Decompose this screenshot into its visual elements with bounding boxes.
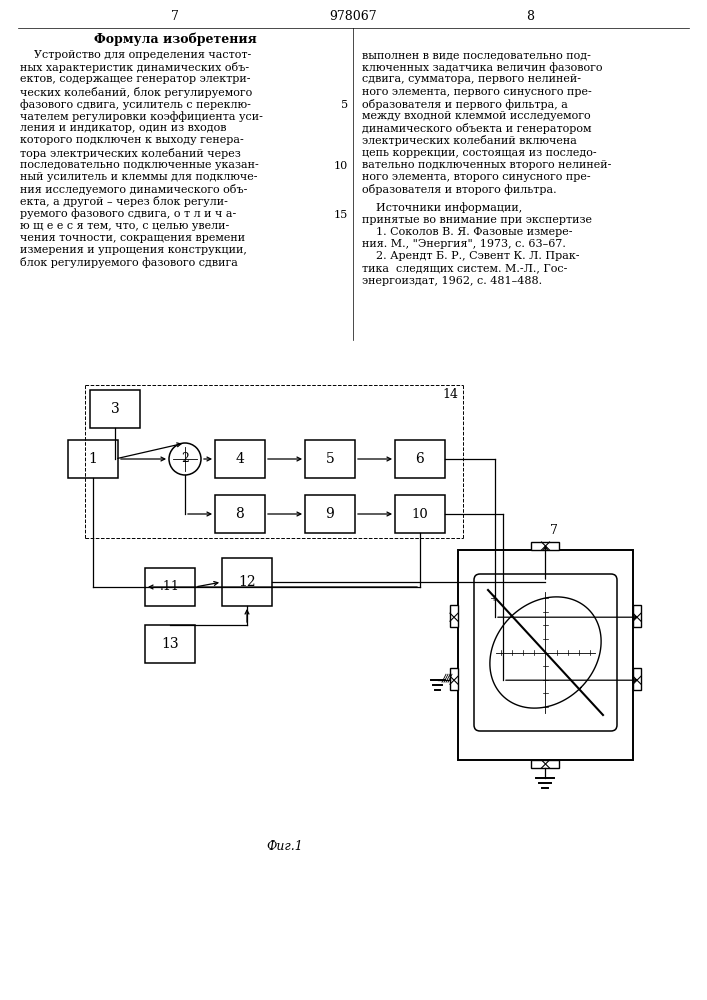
Circle shape <box>169 443 201 475</box>
Text: чения точности, сокращения времени: чения точности, сокращения времени <box>20 233 245 243</box>
Bar <box>215 440 265 478</box>
Text: +: + <box>490 594 498 603</box>
Text: 7: 7 <box>171 10 179 23</box>
Bar <box>395 495 445 533</box>
Text: тора электрических колебаний через: тора электрических колебаний через <box>20 148 241 159</box>
Text: 8: 8 <box>235 507 245 521</box>
Text: 978067: 978067 <box>329 10 377 23</box>
Text: тика  следящих систем. М.-Л., Гос-: тика следящих систем. М.-Л., Гос- <box>362 263 568 273</box>
Text: цепь коррекции, состоящая из последо-: цепь коррекции, состоящая из последо- <box>362 148 597 158</box>
Bar <box>215 495 265 533</box>
Text: 14: 14 <box>442 388 458 401</box>
Text: 10: 10 <box>334 161 348 171</box>
Text: фазового сдвига, усилитель с переклю-: фазового сдвига, усилитель с переклю- <box>20 99 251 110</box>
Bar <box>532 760 559 768</box>
Text: 2: 2 <box>181 452 189 466</box>
Text: ния исследуемого динамического объ-: ния исследуемого динамического объ- <box>20 184 247 195</box>
Text: блок регулируемого фазового сдвига: блок регулируемого фазового сдвига <box>20 257 238 268</box>
Text: образователя и второго фильтра.: образователя и второго фильтра. <box>362 184 556 195</box>
Text: ческих колебаний, блок регулируемого: ческих колебаний, блок регулируемого <box>20 87 252 98</box>
Text: динамического объекта и генератором: динамического объекта и генератором <box>362 123 592 134</box>
Bar <box>305 495 355 533</box>
Text: 10: 10 <box>411 508 428 520</box>
Text: вательно подключенных второго нелиней-: вательно подключенных второго нелиней- <box>362 160 612 170</box>
Text: 5: 5 <box>326 452 334 466</box>
Text: последовательно подключенные указан-: последовательно подключенные указан- <box>20 160 259 170</box>
Text: 6: 6 <box>416 452 424 466</box>
Text: 8: 8 <box>526 10 534 23</box>
Text: 13: 13 <box>161 637 179 651</box>
Text: ектов, содержащее генератор электри-: ектов, содержащее генератор электри- <box>20 74 250 84</box>
Bar <box>395 440 445 478</box>
Text: ления и индикатор, один из входов: ления и индикатор, один из входов <box>20 123 226 133</box>
Text: ный усилитель и клеммы для подключе-: ный усилитель и клеммы для подключе- <box>20 172 257 182</box>
Text: .11: .11 <box>160 580 180 593</box>
Text: чателем регулировки коэффициента уси-: чателем регулировки коэффициента уси- <box>20 111 263 122</box>
Bar <box>633 668 641 690</box>
Text: ных характеристик динамических объ-: ных характеристик динамических объ- <box>20 62 249 73</box>
Text: екта, а другой – через блок регули-: екта, а другой – через блок регули- <box>20 196 228 207</box>
Bar <box>222 558 272 606</box>
Text: Устройство для определения частот-: Устройство для определения частот- <box>20 50 251 60</box>
Text: Фиг.1: Фиг.1 <box>267 840 303 853</box>
Bar <box>145 568 195 606</box>
Text: сдвига, сумматора, первого нелиней-: сдвига, сумматора, первого нелиней- <box>362 74 581 84</box>
Bar <box>450 605 458 627</box>
Bar <box>68 440 118 478</box>
Text: 1: 1 <box>88 452 98 466</box>
Text: 2. Арендт Б. Р., Сэвент К. Л. Прак-: 2. Арендт Б. Р., Сэвент К. Л. Прак- <box>362 251 580 261</box>
Text: выполнен в виде последовательно под-: выполнен в виде последовательно под- <box>362 50 591 60</box>
Text: руемого фазового сдвига, о т л и ч а-: руемого фазового сдвига, о т л и ч а- <box>20 209 236 219</box>
Text: которого подключен к выходу генера-: которого подключен к выходу генера- <box>20 135 244 145</box>
Text: ного элемента, первого синусного пре-: ного элемента, первого синусного пре- <box>362 87 592 97</box>
Bar <box>145 625 195 663</box>
Bar <box>633 605 641 627</box>
Text: Формула изобретения: Формула изобретения <box>93 32 257 45</box>
Text: энергоиздат, 1962, с. 481–488.: энергоиздат, 1962, с. 481–488. <box>362 276 542 286</box>
Text: 1. Соколов В. Я. Фазовые измере-: 1. Соколов В. Я. Фазовые измере- <box>362 227 573 237</box>
Text: ю щ е е с я тем, что, с целью увели-: ю щ е е с я тем, что, с целью увели- <box>20 221 229 231</box>
Bar <box>305 440 355 478</box>
Bar <box>532 542 559 550</box>
Text: 12: 12 <box>238 575 256 589</box>
Text: принятые во внимание при экспертизе: принятые во внимание при экспертизе <box>362 215 592 225</box>
Text: электрических колебаний включена: электрических колебаний включена <box>362 135 577 146</box>
Text: ния. М., "Энергия", 1973, с. 63–67.: ния. М., "Энергия", 1973, с. 63–67. <box>362 239 566 249</box>
Text: измерения и упрощения конструкции,: измерения и упрощения конструкции, <box>20 245 247 255</box>
Text: 9: 9 <box>326 507 334 521</box>
Text: ключенных задатчика величин фазового: ключенных задатчика величин фазового <box>362 62 602 73</box>
Text: Источники информации,: Источники информации, <box>362 202 522 213</box>
Text: 15: 15 <box>334 210 348 220</box>
Text: 7: 7 <box>551 524 559 537</box>
Bar <box>90 390 140 428</box>
Text: между входной клеммой исследуемого: между входной клеммой исследуемого <box>362 111 590 121</box>
FancyBboxPatch shape <box>474 574 617 731</box>
Text: 3: 3 <box>110 402 119 416</box>
Bar <box>458 550 633 760</box>
Text: ного элемента, второго синусного пре-: ного элемента, второго синусного пре- <box>362 172 590 182</box>
Text: 5: 5 <box>341 100 348 110</box>
Bar <box>450 668 458 690</box>
Text: 4: 4 <box>235 452 245 466</box>
Text: образователя и первого фильтра, а: образователя и первого фильтра, а <box>362 99 568 110</box>
